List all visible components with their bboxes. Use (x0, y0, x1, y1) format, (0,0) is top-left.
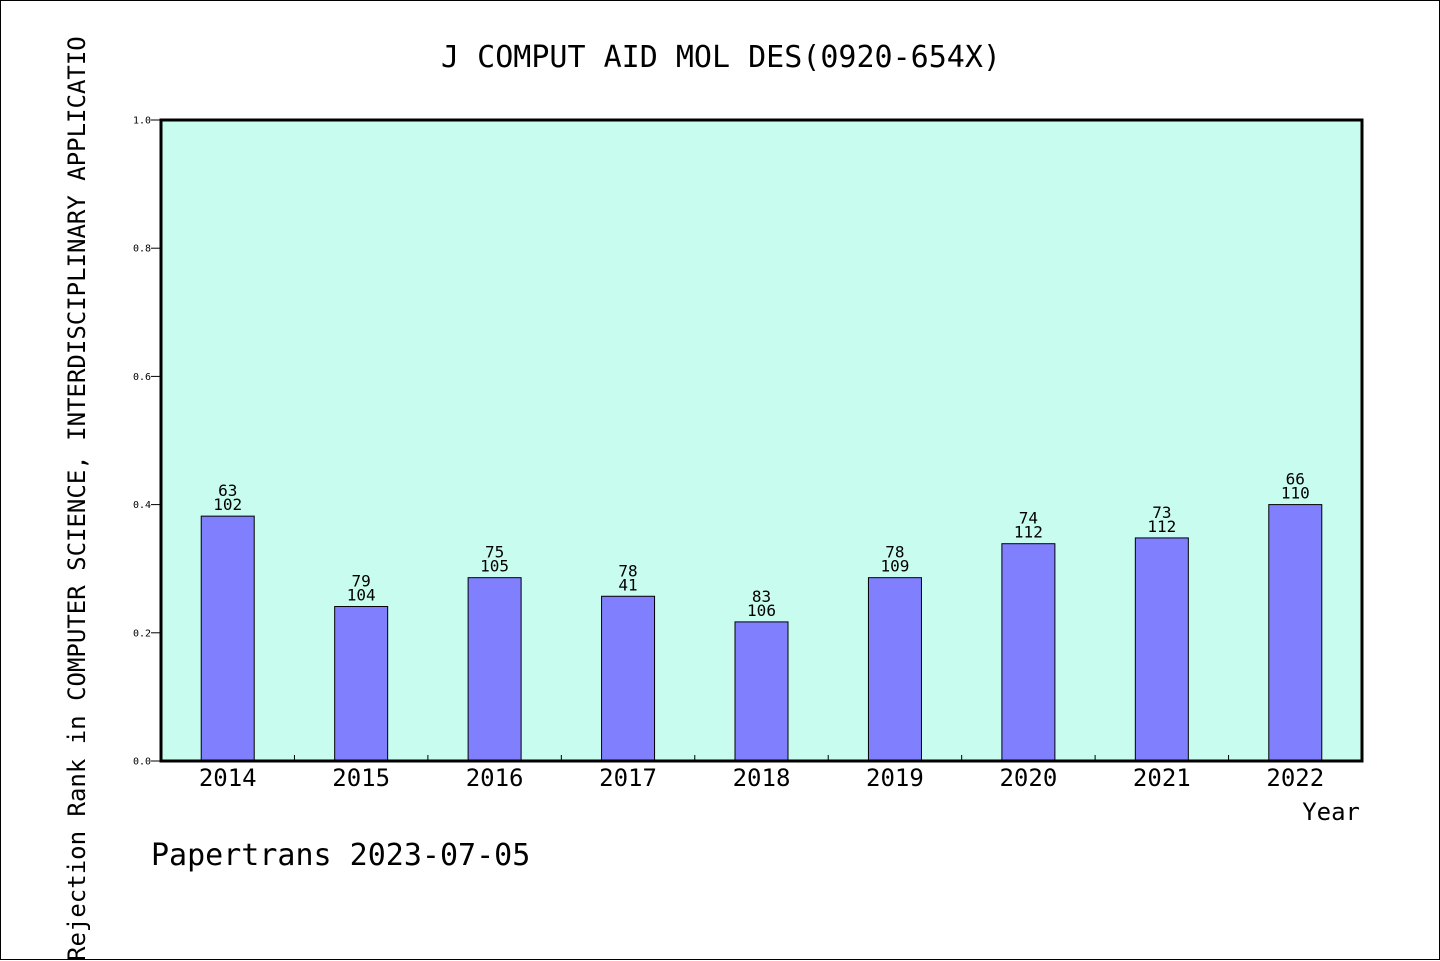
bar-label-bottom: 104 (347, 586, 376, 605)
y-tick-label: 0.2 (133, 628, 151, 639)
y-axis-ticks: 0.0 0.2 0.4 0.6 0.8 1.0 (133, 116, 161, 768)
bar-label-bottom: 110 (1281, 484, 1310, 503)
x-tick-label: 2014 (199, 764, 257, 792)
bar-label-top: 63 (218, 481, 237, 500)
plot-border (159, 118, 1364, 763)
bar-2019 (867, 577, 922, 762)
x-tick-label: 2022 (1266, 764, 1324, 792)
x-tick-label: 2017 (599, 764, 657, 792)
bar-label-top: 83 (752, 587, 771, 606)
bar-2018 (734, 621, 789, 762)
y-tick-label: 0.8 (133, 244, 151, 255)
y-tick-label: 0.0 (133, 757, 151, 768)
bar-label-top: 66 (1286, 470, 1305, 489)
x-tick-label: 2021 (1133, 764, 1191, 792)
bar-label-bottom: 102 (213, 495, 242, 514)
x-tick-label: 2020 (999, 764, 1057, 792)
bar-2014 (200, 515, 255, 762)
bar-label-top: 73 (1152, 503, 1171, 522)
bar-label-bottom: 112 (1147, 517, 1176, 536)
x-tick-label: 2015 (332, 764, 390, 792)
y-tick-label: 1.0 (133, 116, 151, 127)
bar-label-top: 75 (485, 543, 504, 562)
footer-credit: Papertrans 2023-07-05 (151, 838, 530, 873)
bar-label-top: 78 (885, 543, 904, 562)
bar-2017 (601, 595, 656, 762)
y-tick-label: 0.6 (133, 372, 151, 383)
bar-label-bottom: 109 (880, 557, 909, 576)
x-axis-ticks: 2014 2015 2016 2017 2018 2019 2020 2021 2022 (199, 755, 1324, 792)
bar-2020 (1001, 543, 1056, 762)
y-axis-label: Rejection Rank in COMPUTER SCIENCE, INTE… (63, 36, 91, 961)
chart-title: J COMPUT AID MOL DES(0920-654X) (441, 40, 1001, 75)
y-tick-label: 0.4 (133, 500, 151, 511)
x-tick-label: 2016 (466, 764, 524, 792)
x-tick-label: 2019 (866, 764, 924, 792)
bar-label-bottom: 41 (618, 575, 637, 594)
bar-label-top: 78 (618, 561, 637, 580)
bar-2016 (467, 577, 522, 762)
x-tick-label: 2018 (733, 764, 791, 792)
bar-label-bottom: 112 (1014, 523, 1043, 542)
bar-2015 (334, 606, 389, 762)
bar-2022 (1268, 504, 1323, 762)
x-axis-label: Year (1302, 798, 1360, 826)
bar-label-bottom: 106 (747, 601, 776, 620)
bar-label-top: 74 (1019, 509, 1038, 528)
bar-label-bottom: 105 (480, 557, 509, 576)
bar-2021 (1134, 537, 1189, 762)
bar-label-top: 79 (352, 572, 371, 591)
